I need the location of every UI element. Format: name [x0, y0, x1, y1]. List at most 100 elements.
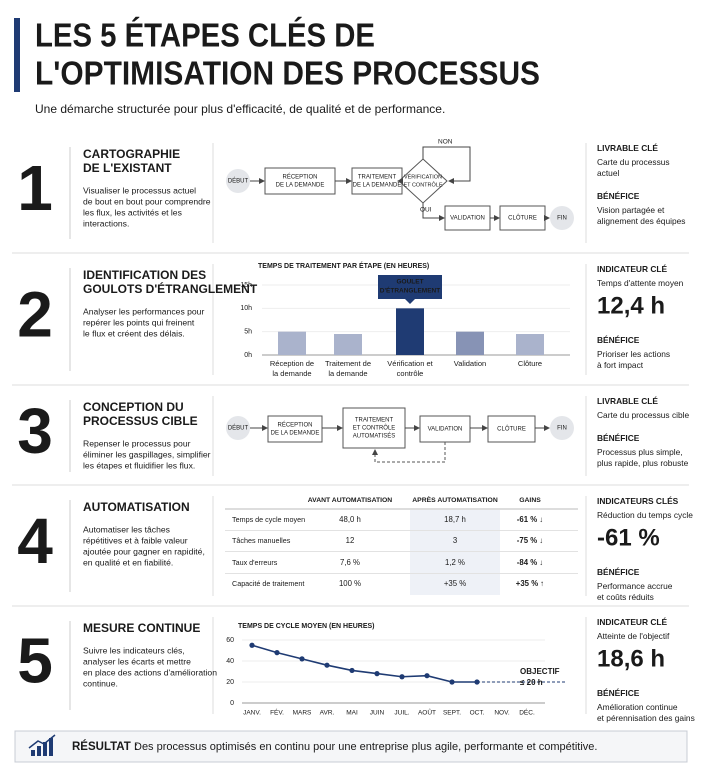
step-description: de bout en bout pour comprendre	[83, 196, 211, 206]
result-icon	[31, 750, 35, 756]
step-title: IDENTIFICATION DES	[83, 268, 206, 282]
step-description: Repenser le processus pour	[83, 438, 191, 448]
y-tick-label: 20	[226, 679, 234, 686]
panel-label: LIVRABLE CLÉ	[597, 395, 658, 406]
terminal	[550, 206, 574, 230]
x-tick-label: AOÛT	[418, 708, 436, 717]
step-title: MESURE CONTINUE	[83, 621, 200, 635]
node-label: DÉBUT	[228, 425, 249, 432]
data-point	[424, 673, 430, 679]
x-tick-label: Clôture	[518, 359, 542, 368]
chart-title: TEMPS DE TRAITEMENT PAR ÉTAPE (EN HEURES…	[258, 261, 429, 270]
annotation: GOULET	[396, 279, 423, 286]
objective-label: ≤ 20 h	[520, 678, 543, 687]
step-title: CONCEPTION DU	[83, 400, 184, 414]
x-tick-label: la demande	[328, 369, 367, 378]
x-tick-label: Validation	[454, 359, 486, 368]
process-box	[444, 205, 491, 231]
step-description: Suivre les indicateurs clés,	[83, 645, 185, 655]
node-label: CLÔTURE	[497, 426, 526, 433]
table-cell: Capacité de traitement	[232, 579, 304, 588]
bar	[456, 331, 484, 355]
x-tick-label: OCT.	[470, 710, 485, 717]
step-description: en qualité et en fiabilité.	[83, 557, 173, 567]
node-label: FIN	[557, 426, 567, 432]
data-point	[349, 667, 355, 674]
table-cell: 48,0 h	[339, 515, 361, 524]
connector	[422, 146, 471, 184]
bar	[396, 308, 424, 355]
panel-text: à fort impact	[597, 360, 644, 370]
panel-text: Carte du processus cible	[597, 410, 690, 420]
step-description: éliminer les gaspillages, simplifier	[83, 449, 211, 459]
y-tick-label: 0	[230, 700, 234, 707]
result-text: Des processus optimisés en continu pour …	[134, 741, 597, 753]
x-tick-label: JUIN	[370, 710, 385, 717]
process-box	[342, 407, 406, 449]
result-icon	[28, 734, 56, 749]
y-tick-label: 5h	[244, 329, 252, 336]
panel-label: INDICATEUR CLÉ	[597, 263, 668, 274]
process-box	[264, 167, 336, 195]
node-label: DÉBUT	[228, 178, 249, 185]
panel-text: Carte du processus	[597, 157, 670, 167]
x-tick-label: NOV.	[494, 710, 509, 717]
edge-label: NON	[438, 139, 453, 146]
panel-text: et pérennisation des gains	[597, 713, 695, 723]
objective-label: OBJECTIF	[520, 667, 560, 676]
panel-text: Atteinte de l'objectif	[597, 631, 670, 641]
table-cell: -84 % ↓	[517, 558, 543, 567]
y-tick-label: 40	[226, 658, 234, 665]
node-label: DE LA DEMANDE	[276, 183, 325, 189]
annotation-box	[378, 275, 442, 299]
title-line: L'OPTIMISATION DES PROCESSUS	[35, 55, 540, 92]
table-cell: 3	[453, 536, 457, 545]
panel-text: Processus plus simple,	[597, 447, 683, 457]
table-cell: Tâches manuelles	[232, 536, 291, 545]
step-description: Visualiser le processus actuel	[83, 185, 196, 195]
node-label: VÉRIFICATION	[404, 173, 442, 180]
panel-text: Réduction du temps cycle	[597, 510, 693, 520]
process-box	[487, 415, 536, 443]
panel-label: BÉNÉFICE	[597, 687, 640, 698]
step-number: 2	[17, 278, 53, 350]
node-label: DE LA DEMANDE	[271, 431, 320, 437]
x-tick-label: JANV.	[243, 710, 261, 717]
node-label: VALIDATION	[450, 216, 485, 222]
terminal	[226, 169, 250, 193]
table-cell: 7,6 %	[340, 558, 360, 567]
panel-text: plus rapide, plus robuste	[597, 458, 689, 468]
panel-figure: -61 %	[597, 524, 660, 551]
node-label: FIN	[557, 216, 567, 222]
panel-label: INDICATEURS CLÉS	[597, 495, 679, 506]
x-tick-label: Traitement de	[325, 359, 371, 368]
result-icon	[49, 738, 53, 756]
result-box	[14, 730, 688, 763]
node-label: DE LA DEMANDE	[353, 183, 402, 189]
title-accent	[14, 18, 20, 92]
step-description: ajoutée pour gagner en rapidité,	[83, 546, 205, 556]
x-tick-label: Vérification et	[387, 359, 433, 368]
data-point	[449, 679, 455, 685]
result-icon	[43, 742, 47, 756]
node-label: TRAITEMENT	[355, 418, 394, 424]
table-cell: 12	[346, 536, 355, 545]
connector	[422, 203, 445, 221]
y-tick-label: 10h	[240, 305, 252, 312]
data-point	[249, 642, 255, 648]
data-point	[374, 671, 380, 677]
step-description: les étapes et fluidifier les flux.	[83, 460, 195, 470]
result-label: RÉSULTAT :	[72, 740, 138, 753]
table-header: AVANT AUTOMATISATION	[308, 497, 393, 504]
table-cell: -61 % ↓	[517, 515, 543, 524]
data-point	[399, 674, 405, 680]
bar	[516, 334, 544, 355]
node-label: TRAITEMENT	[358, 175, 397, 181]
panel-label: INDICATEUR CLÉ	[597, 616, 668, 627]
process-box	[499, 205, 546, 231]
highlight-column	[410, 510, 500, 595]
x-tick-label: contrôle	[397, 369, 424, 378]
x-tick-label: MARS	[293, 710, 312, 717]
terminal	[226, 416, 250, 440]
table-cell: +35 % ↑	[516, 579, 544, 588]
